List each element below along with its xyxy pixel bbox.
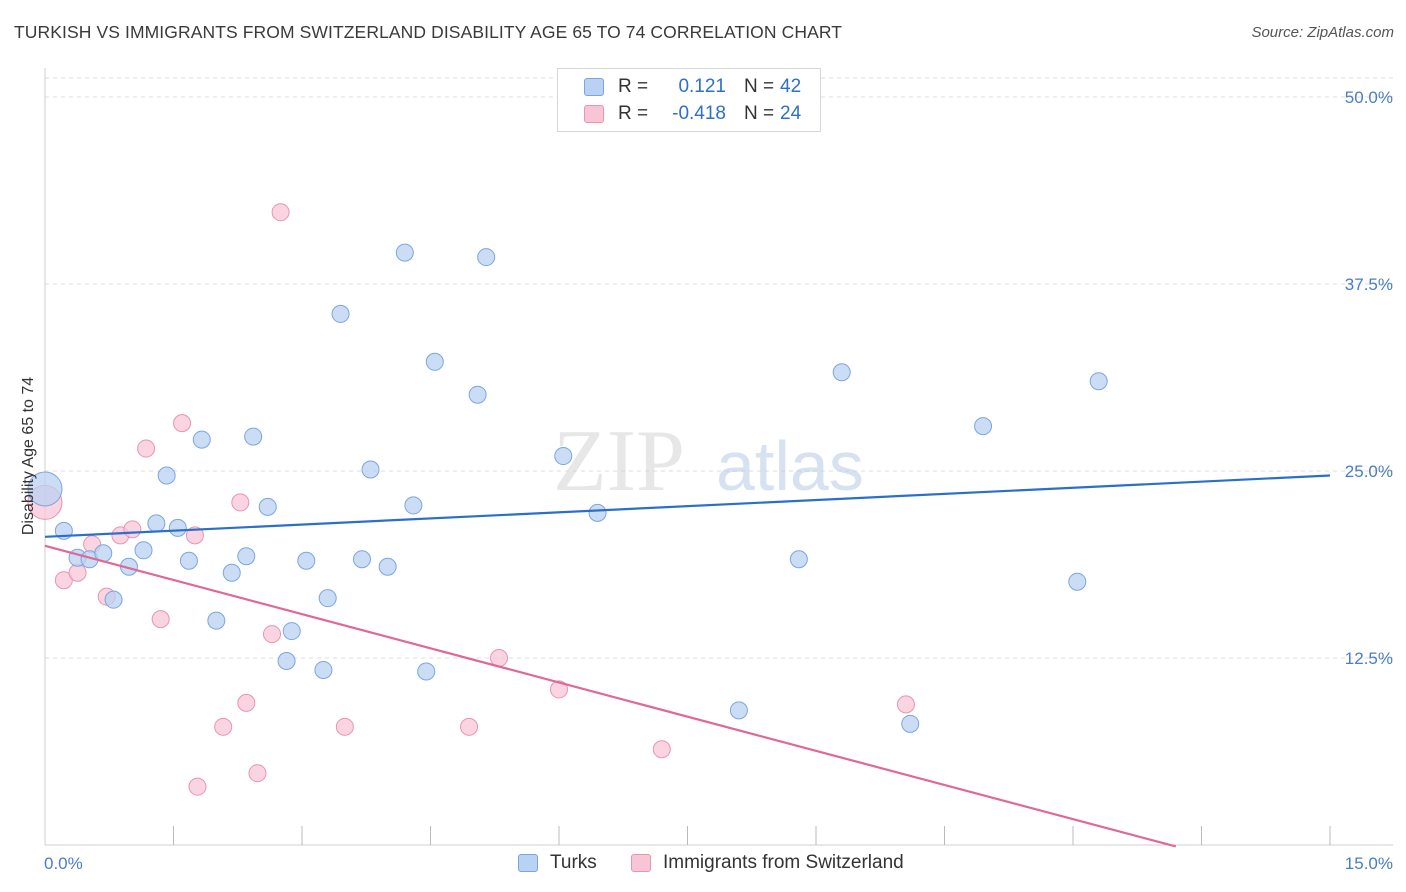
x-tick-label-min: 0.0% bbox=[44, 854, 83, 873]
swiss-legend-label: Immigrants from Switzerland bbox=[663, 852, 904, 873]
turks-trendline bbox=[44, 474, 1331, 538]
swiss-point bbox=[214, 717, 233, 736]
swiss-legend-swatch bbox=[631, 854, 651, 872]
turks-point bbox=[588, 503, 607, 522]
swiss-point bbox=[460, 717, 479, 736]
turks-point bbox=[974, 417, 993, 436]
n-label: N = bbox=[744, 76, 775, 97]
swiss-point bbox=[231, 493, 250, 512]
swiss-point bbox=[137, 439, 156, 458]
y-tick-label: 50.0% bbox=[1345, 88, 1393, 107]
turks-point bbox=[27, 471, 63, 507]
turks-point bbox=[297, 551, 316, 570]
swiss-point bbox=[185, 526, 204, 545]
turks-point bbox=[554, 447, 573, 466]
turks-point bbox=[1068, 572, 1087, 591]
turks-point bbox=[258, 497, 277, 516]
legend-item-swiss: Immigrants from Switzerland bbox=[631, 852, 904, 874]
turks-point bbox=[378, 557, 397, 576]
turks-point bbox=[477, 248, 496, 267]
turks-point bbox=[244, 427, 263, 446]
series-legend: Turks Immigrants from Switzerland bbox=[0, 852, 1406, 876]
turks-point bbox=[157, 466, 176, 485]
r-label: R = bbox=[618, 103, 649, 124]
y-tick-label: 37.5% bbox=[1345, 275, 1393, 294]
turks-point bbox=[104, 590, 123, 609]
turks-legend-swatch bbox=[518, 854, 538, 872]
watermark: ZIP atlas bbox=[553, 413, 864, 510]
turks-point bbox=[207, 611, 226, 630]
source-label: Source: ZipAtlas.com bbox=[1251, 24, 1394, 41]
turks-point bbox=[168, 518, 187, 537]
swiss-point bbox=[151, 610, 170, 629]
gridlines bbox=[45, 77, 1393, 659]
turks-point bbox=[395, 243, 414, 262]
y-tick-label: 25.0% bbox=[1345, 462, 1393, 481]
swiss-point bbox=[335, 717, 354, 736]
legend-item-turks: Turks bbox=[518, 852, 597, 874]
turks-point bbox=[789, 550, 808, 569]
turks-point bbox=[729, 701, 748, 720]
x-tick-label-max: 15.0% bbox=[1345, 854, 1393, 873]
swiss-point bbox=[173, 414, 192, 433]
swiss-point bbox=[271, 203, 290, 222]
legend-row-swiss: R = -0.418 N = 24 bbox=[584, 100, 801, 128]
swiss-point bbox=[896, 695, 915, 714]
swiss-point bbox=[188, 777, 207, 796]
swiss-point bbox=[652, 740, 671, 759]
n-value: 24 bbox=[780, 103, 802, 124]
swiss-point bbox=[263, 625, 282, 644]
turks-point bbox=[277, 651, 296, 670]
correlation-legend: R = 0.121 N = 42 R = -0.418 N = 24 bbox=[557, 68, 821, 132]
swiss-point bbox=[123, 520, 142, 539]
legend-row-turks: R = 0.121 N = 42 bbox=[584, 73, 801, 101]
swiss-point bbox=[54, 571, 73, 590]
turks-point bbox=[134, 541, 153, 560]
r-value: -0.418 bbox=[672, 103, 726, 124]
turks-point bbox=[318, 589, 337, 608]
turks-point bbox=[417, 662, 436, 681]
chart-title: TURKISH VS IMMIGRANTS FROM SWITZERLAND D… bbox=[14, 22, 843, 42]
turks-point bbox=[331, 304, 350, 323]
turks-point bbox=[901, 714, 920, 733]
swiss-point bbox=[68, 563, 87, 582]
turks-swatch bbox=[584, 78, 604, 96]
turks-point bbox=[237, 547, 256, 566]
turks-point bbox=[468, 385, 487, 404]
watermark-zip: ZIP bbox=[553, 413, 685, 510]
turks-point bbox=[192, 430, 211, 449]
turks-point bbox=[222, 563, 241, 582]
turks-point bbox=[1089, 372, 1108, 391]
swiss-point bbox=[248, 764, 267, 783]
turks-legend-label: Turks bbox=[550, 852, 597, 873]
n-label: N = bbox=[744, 103, 775, 124]
turks-point bbox=[179, 551, 198, 570]
watermark-atlas: atlas bbox=[716, 427, 864, 505]
turks-point bbox=[314, 660, 333, 679]
turks-point bbox=[361, 460, 380, 479]
r-label: R = bbox=[618, 76, 649, 97]
swiss-swatch bbox=[584, 105, 604, 123]
trendlines bbox=[44, 474, 1331, 848]
swiss-point bbox=[550, 680, 568, 699]
swiss-trendline bbox=[44, 544, 1177, 848]
turks-point bbox=[282, 622, 301, 641]
turks-point bbox=[425, 352, 444, 371]
r-value: 0.121 bbox=[678, 76, 726, 97]
x-ticks bbox=[173, 826, 1331, 845]
n-value: 42 bbox=[780, 76, 802, 97]
y-tick-labels: 12.5% 25.0% 37.5% 50.0% bbox=[1345, 88, 1393, 668]
turks-point bbox=[147, 514, 166, 533]
y-axis-title: Disability Age 65 to 74 bbox=[20, 377, 37, 535]
turks-point bbox=[832, 363, 851, 382]
turks-point bbox=[404, 496, 423, 515]
turks-point bbox=[352, 550, 371, 569]
turks-points bbox=[27, 243, 1108, 733]
swiss-point bbox=[237, 693, 256, 712]
y-tick-label: 12.5% bbox=[1345, 649, 1393, 668]
